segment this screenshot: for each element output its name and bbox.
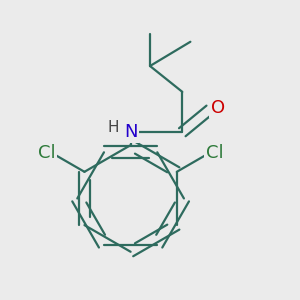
Text: N: N <box>124 123 137 141</box>
Text: Cl: Cl <box>206 144 223 162</box>
Text: Cl: Cl <box>38 144 56 162</box>
Text: O: O <box>211 99 225 117</box>
Text: H: H <box>107 120 118 135</box>
